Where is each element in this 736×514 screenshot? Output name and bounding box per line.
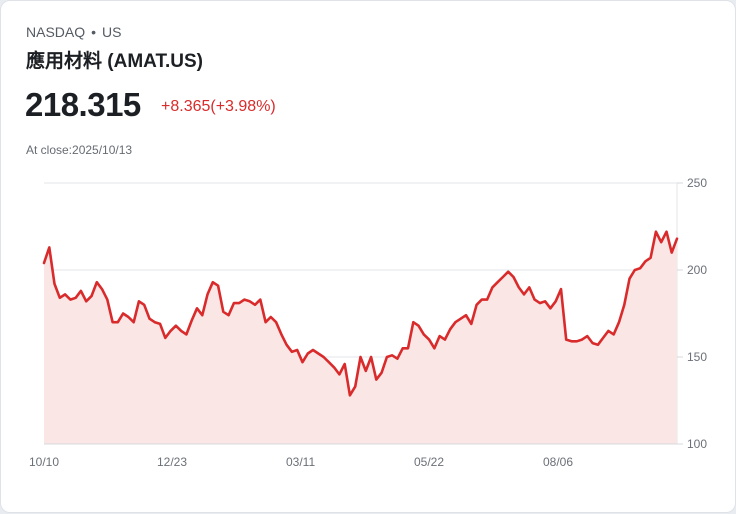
price-change: +8.365(+3.98%) (161, 98, 276, 115)
x-tick-label: 05/22 (414, 455, 444, 469)
exchange-label: NASDAQ (26, 24, 86, 40)
y-tick-label: 100 (687, 437, 707, 451)
y-tick-label: 150 (687, 350, 707, 364)
y-tick-label: 250 (687, 176, 707, 190)
price-line (42, 230, 679, 397)
at-close-timestamp: At close:2025/10/13 (26, 143, 133, 157)
separator-dot: • (91, 24, 97, 40)
y-tick-label: 200 (687, 263, 707, 277)
x-tick-label: 03/11 (286, 455, 315, 469)
price-area-fill (44, 231, 677, 444)
x-axis-labels: 10/10 12/23 03/11 05/22 08/06 (29, 455, 573, 469)
y-axis-labels: 250 200 150 100 (687, 176, 707, 451)
x-tick-label: 08/06 (543, 455, 573, 469)
stock-name: 應用材料 (AMAT.US) (26, 51, 203, 72)
market-label: US (102, 24, 122, 40)
exchange-line: NASDAQ • US (26, 24, 121, 40)
x-tick-label: 12/23 (157, 455, 187, 469)
price-value: 218.315 (25, 86, 141, 123)
x-tick-label: 10/10 (29, 455, 59, 469)
y-axis-ticks (677, 182, 683, 445)
